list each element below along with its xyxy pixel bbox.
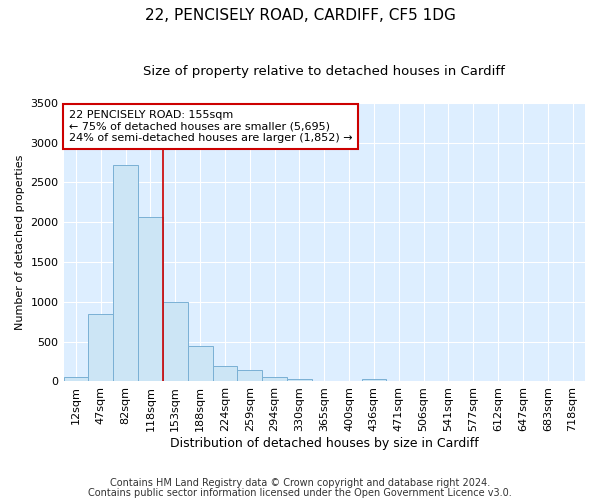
- Bar: [64, 378, 88, 382]
- Bar: [262, 377, 287, 382]
- Text: 22 PENCISELY ROAD: 155sqm
← 75% of detached houses are smaller (5,695)
24% of se: 22 PENCISELY ROAD: 155sqm ← 75% of detac…: [69, 110, 352, 143]
- Bar: [163, 302, 188, 382]
- Bar: [188, 346, 212, 382]
- Title: Size of property relative to detached houses in Cardiff: Size of property relative to detached ho…: [143, 65, 505, 78]
- Bar: [113, 165, 138, 382]
- Bar: [362, 379, 386, 382]
- Bar: [312, 380, 337, 382]
- Bar: [238, 370, 262, 382]
- Bar: [138, 216, 163, 382]
- Text: 22, PENCISELY ROAD, CARDIFF, CF5 1DG: 22, PENCISELY ROAD, CARDIFF, CF5 1DG: [145, 8, 455, 22]
- Bar: [212, 366, 238, 382]
- Text: Contains HM Land Registry data © Crown copyright and database right 2024.: Contains HM Land Registry data © Crown c…: [110, 478, 490, 488]
- X-axis label: Distribution of detached houses by size in Cardiff: Distribution of detached houses by size …: [170, 437, 479, 450]
- Bar: [88, 314, 113, 382]
- Text: Contains public sector information licensed under the Open Government Licence v3: Contains public sector information licen…: [88, 488, 512, 498]
- Bar: [287, 379, 312, 382]
- Y-axis label: Number of detached properties: Number of detached properties: [15, 154, 25, 330]
